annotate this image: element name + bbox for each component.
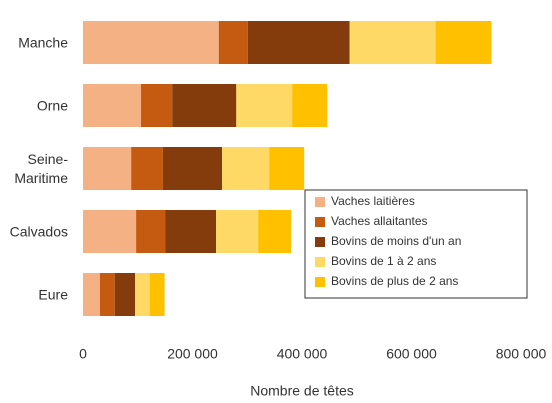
x-tick-label: 0: [79, 346, 87, 362]
bar-segment: [83, 84, 142, 127]
legend-label: Bovins de 1 à 2 ans: [331, 254, 436, 268]
bar-segment: [349, 21, 436, 64]
bar-segment: [247, 21, 350, 64]
bar-segment: [258, 210, 292, 253]
legend-label: Vaches allaitantes: [331, 214, 428, 228]
y-tick-label: Manche: [18, 34, 68, 50]
bar-segment: [83, 273, 100, 316]
x-tick-label: 200 000: [167, 346, 218, 362]
bar-segment: [141, 84, 173, 127]
x-tick-label: 400 000: [277, 346, 328, 362]
legend-box: [304, 189, 528, 299]
x-tick-label: 600 000: [386, 346, 437, 362]
bar-segment: [269, 147, 305, 190]
bar-segment: [292, 84, 328, 127]
bar-segment: [149, 273, 165, 316]
bar-segment: [236, 84, 293, 127]
bar-segment: [162, 147, 223, 190]
bar-segment: [83, 21, 219, 64]
y-tick-label: Calvados: [9, 223, 68, 239]
bar-segment: [222, 147, 270, 190]
bar-segment: [172, 84, 237, 127]
y-tick-label: Eure: [38, 286, 68, 302]
legend-swatch: [315, 237, 325, 247]
x-tick-label: 800 000: [496, 346, 547, 362]
legend-swatch: [315, 197, 325, 207]
bar-segment: [114, 273, 136, 316]
bar-segment: [165, 210, 217, 253]
bar-segment: [83, 147, 132, 190]
bar-segment: [218, 21, 248, 64]
legend-label: Bovins de moins d'un an: [331, 234, 461, 248]
x-axis-title: Nombre de têtes: [250, 383, 354, 399]
bar-segment: [435, 21, 492, 64]
legend-swatch: [315, 257, 325, 267]
bar-segment: [216, 210, 259, 253]
bar-segment: [131, 147, 163, 190]
bar-segment: [135, 273, 150, 316]
legend-label: Vaches laitières: [331, 194, 415, 208]
legend-swatch: [315, 277, 325, 287]
legend-swatch: [315, 217, 325, 227]
bar-segment: [83, 210, 137, 253]
y-tick-label: Orne: [36, 97, 68, 113]
bar-segment: [136, 210, 166, 253]
y-tick-label: Seine-Maritime: [14, 150, 68, 186]
legend-label: Bovins de plus de 2 ans: [331, 274, 458, 288]
bar-segment: [99, 273, 115, 316]
